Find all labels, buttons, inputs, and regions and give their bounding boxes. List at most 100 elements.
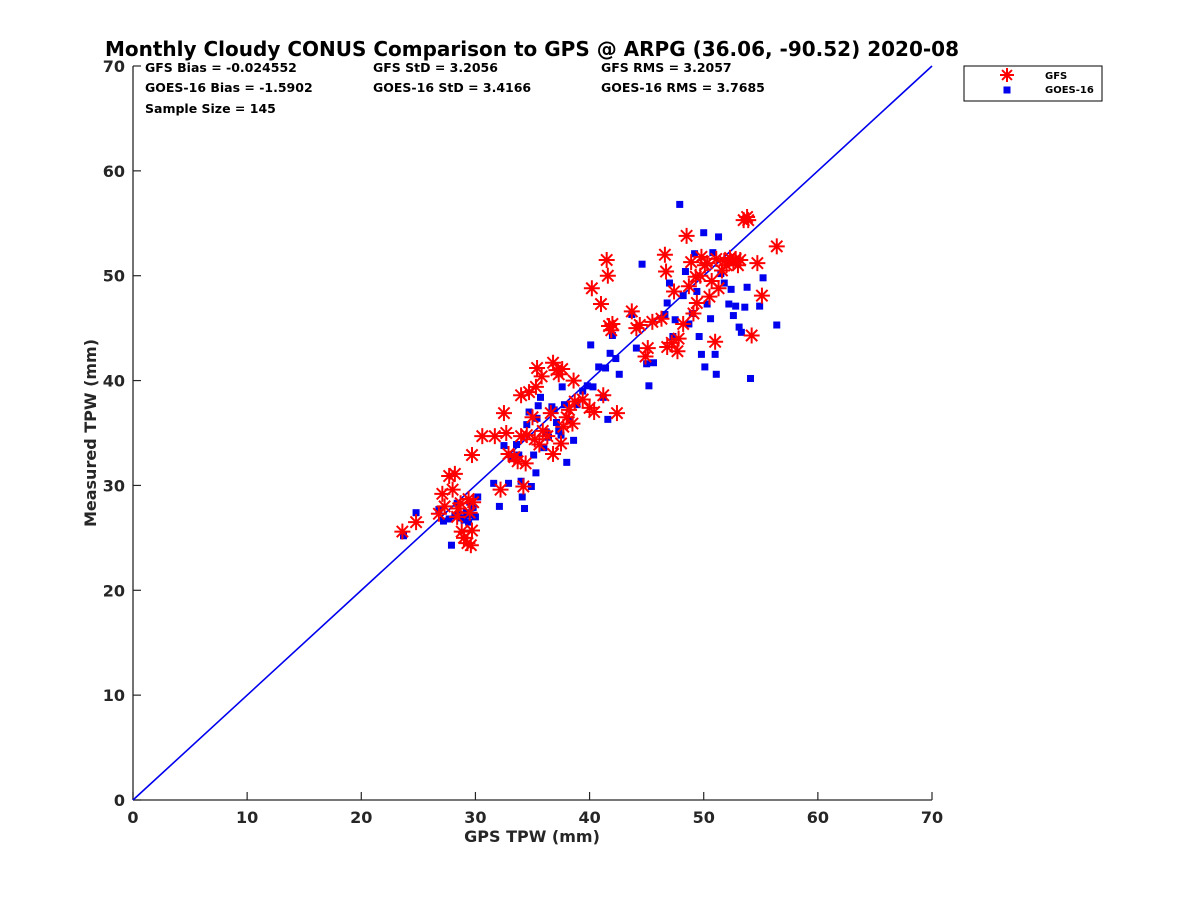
gfs-point xyxy=(586,404,603,421)
goes16-point xyxy=(712,370,720,378)
goes16-point xyxy=(711,350,719,358)
goes16-point xyxy=(608,331,616,339)
gfs-point xyxy=(566,393,583,410)
gfs-series xyxy=(394,208,785,554)
y-tick-label: 50 xyxy=(103,267,125,286)
stats-annotations: GFS Bias = -0.024552 GOES-16 Bias = -1.5… xyxy=(145,60,765,116)
gfs-point xyxy=(656,246,673,263)
x-tick-label: 10 xyxy=(236,808,258,827)
legend-goes16-marker xyxy=(1003,86,1011,94)
goes16-point xyxy=(701,363,709,371)
goes16-point xyxy=(604,415,612,423)
gfs-point xyxy=(446,465,463,482)
goes16-point xyxy=(445,515,453,523)
gfs-point xyxy=(688,294,705,311)
gfs-point xyxy=(533,368,550,385)
gfs-point xyxy=(631,316,648,333)
gfs-point xyxy=(462,537,479,554)
gfs-point xyxy=(394,523,411,540)
x-tick-label: 60 xyxy=(807,808,829,827)
gfs-point xyxy=(710,280,727,297)
x-tick-label: 30 xyxy=(464,808,486,827)
goes16-point xyxy=(439,517,447,525)
gfs-point xyxy=(444,481,461,498)
legend-goes16-glyph xyxy=(1003,86,1011,94)
goes16-point xyxy=(700,229,708,237)
goes16-point xyxy=(505,479,513,487)
gfs-point xyxy=(678,227,695,244)
gfs-point xyxy=(565,372,582,389)
goes16-point xyxy=(471,513,479,521)
stat-sample-size: Sample Size = 145 xyxy=(145,101,276,116)
goes16-point xyxy=(756,302,764,310)
y-tick-label: 10 xyxy=(103,686,125,705)
gfs-point xyxy=(517,455,534,472)
gfs-point xyxy=(564,415,581,432)
stat-gfs-rms: GFS RMS = 3.2057 xyxy=(601,60,732,75)
goes16-point xyxy=(645,382,653,390)
y-tick-label: 70 xyxy=(103,57,125,76)
goes16-point xyxy=(525,408,533,416)
goes16-point xyxy=(643,360,651,368)
goes16-point xyxy=(533,414,541,422)
gfs-point xyxy=(680,278,697,295)
goes16-point xyxy=(557,431,565,439)
goes16-point xyxy=(513,441,521,449)
goes16-point xyxy=(495,502,503,510)
legend: GFS GOES-16 xyxy=(963,65,1103,102)
goes16-point xyxy=(737,328,745,336)
gfs-point xyxy=(743,327,760,344)
reference-line xyxy=(132,65,933,801)
y-tick-label: 20 xyxy=(103,581,125,600)
goes16-point xyxy=(540,444,548,452)
goes16-point xyxy=(595,363,603,371)
legend-gfs-label: GFS xyxy=(1045,71,1067,82)
goes16-point xyxy=(715,233,723,241)
goes16-point xyxy=(732,302,740,310)
gfs-point xyxy=(542,405,559,422)
x-tick-label: 20 xyxy=(350,808,372,827)
goes16-point xyxy=(693,287,701,295)
goes16-point xyxy=(691,250,699,258)
goes16-point xyxy=(743,283,751,291)
goes16-point xyxy=(460,516,468,524)
goes16-point xyxy=(615,370,623,378)
goes16-point xyxy=(521,504,529,512)
goes16-point xyxy=(500,442,508,450)
goes16-point xyxy=(676,200,684,208)
goes16-point xyxy=(717,270,725,278)
gfs-point xyxy=(464,522,481,539)
goes16-point xyxy=(589,383,597,391)
gfs-point xyxy=(670,330,687,347)
gfs-point xyxy=(604,315,621,332)
goes16-point xyxy=(563,458,571,466)
gfs-point xyxy=(545,445,562,462)
goes16-point xyxy=(612,355,620,363)
gfs-point xyxy=(595,387,612,404)
x-axis-label: GPS TPW (mm) xyxy=(464,827,600,846)
gfs-point xyxy=(561,401,578,418)
gfs-point xyxy=(623,303,640,320)
goes16-point xyxy=(725,300,733,308)
legend-box xyxy=(963,65,1103,102)
stat-gfs-std: GFS StD = 3.2056 xyxy=(373,60,498,75)
gfs-point xyxy=(685,305,702,322)
y-tick-label: 30 xyxy=(103,476,125,495)
gfs-point xyxy=(539,428,556,445)
gfs-point xyxy=(529,359,546,376)
goes16-point xyxy=(412,509,420,517)
goes16-point xyxy=(671,316,679,324)
goes16-point xyxy=(663,299,671,307)
goes16-point xyxy=(530,451,538,459)
goes16-point xyxy=(606,349,614,357)
gfs-point xyxy=(592,296,609,313)
y-tick-label: 60 xyxy=(103,162,125,181)
gfs-point xyxy=(531,436,548,453)
goes16-point xyxy=(552,419,560,427)
x-tick-label: 50 xyxy=(693,808,715,827)
data-points xyxy=(394,200,785,554)
gfs-point xyxy=(669,343,686,360)
gfs-point xyxy=(707,333,724,350)
goes16-point xyxy=(558,383,566,391)
